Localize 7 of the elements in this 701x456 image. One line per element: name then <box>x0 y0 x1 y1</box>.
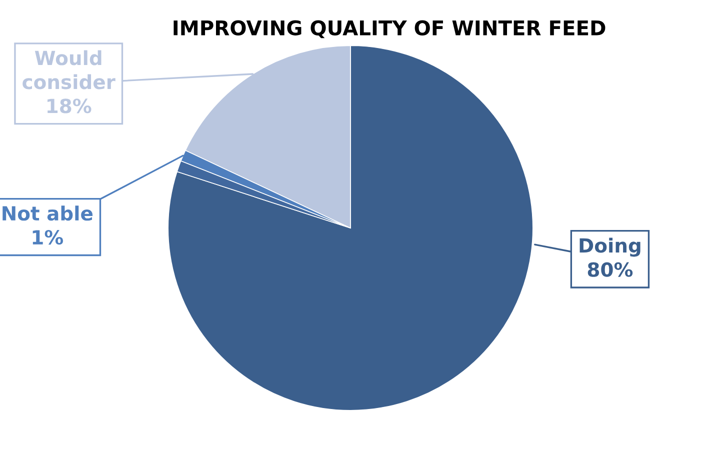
slice-label: Would consider <box>22 50 116 90</box>
chart-title: IMPROVING QUALITY OF WINTER FEED <box>174 20 606 38</box>
data-label: 1% <box>32 230 64 245</box>
slice-label: Doing <box>580 238 640 257</box>
data-label: 80% <box>588 262 633 277</box>
data-label: 18% <box>48 98 92 114</box>
slice-label: Not able <box>2 206 93 221</box>
